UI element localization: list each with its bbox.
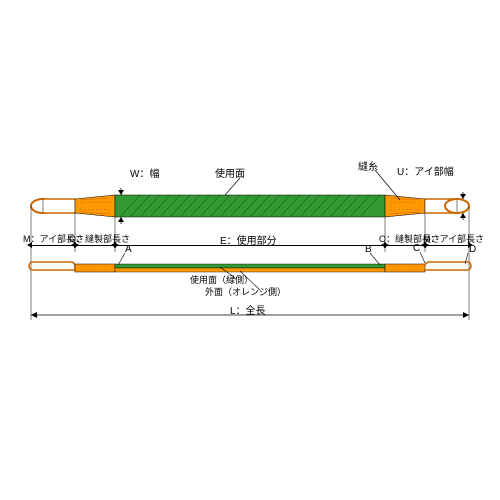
label-L: L：全長	[230, 302, 266, 317]
sling-diagram: W：幅 使用面 縫糸 U：アイ部幅 M：アイ部長さ O：縫製部長さ E：使用部分…	[25, 150, 475, 350]
label-U: U：アイ部幅	[397, 163, 454, 178]
label-D: D	[469, 244, 476, 255]
label-outer-orange: 外面（オレンジ側）	[205, 285, 286, 298]
label-usage-surface: 使用面	[215, 165, 245, 180]
label-E: E：使用部分	[220, 232, 277, 247]
label-O-left: O：縫製部長さ	[69, 232, 130, 245]
label-W: W：幅	[130, 165, 159, 180]
label-C: C	[413, 243, 420, 254]
top-view-svg	[25, 150, 475, 350]
label-thread: 縫糸	[358, 158, 378, 173]
label-A: A	[125, 244, 132, 255]
label-B: B	[365, 244, 372, 255]
